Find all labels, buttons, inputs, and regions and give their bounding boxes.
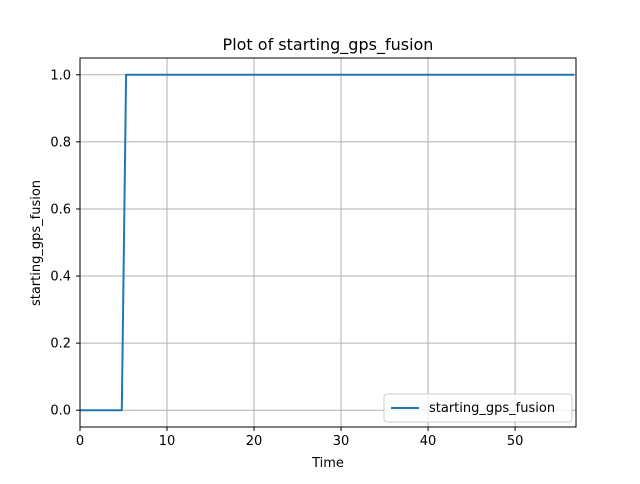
x-tick-label: 40 — [420, 434, 437, 449]
data-layer — [80, 73, 575, 412]
axes: 0 10 20 30 40 50 0.0 0.2 0.4 0.6 0.8 1.0 — [50, 68, 523, 449]
legend-box — [383, 393, 573, 423]
y-axis-label: starting_gps_fusion — [29, 180, 44, 306]
y-tick-label: 0.6 — [50, 202, 71, 217]
series-line — [80, 73, 575, 412]
x-tick-label: 50 — [507, 434, 524, 449]
legend-label: starting_gps_fusion — [429, 401, 555, 416]
x-tick-label: 10 — [159, 434, 176, 449]
y-tick-label: 0.8 — [50, 135, 71, 150]
legend: starting_gps_fusion — [383, 393, 573, 423]
x-tick-label: 30 — [333, 434, 350, 449]
grid — [79, 58, 576, 427]
y-tick-label: 0.4 — [50, 270, 71, 285]
y-tick-label: 1.0 — [50, 68, 71, 83]
x-tick-label: 0 — [76, 434, 84, 449]
x-tick-label: 20 — [246, 434, 263, 449]
y-tick-label: 0.0 — [50, 404, 71, 419]
plot-frame — [79, 57, 577, 428]
y-tick-label: 0.2 — [50, 337, 71, 352]
x-axis-label: Time — [311, 456, 344, 471]
chart-title: Plot of starting_gps_fusion — [223, 35, 434, 55]
